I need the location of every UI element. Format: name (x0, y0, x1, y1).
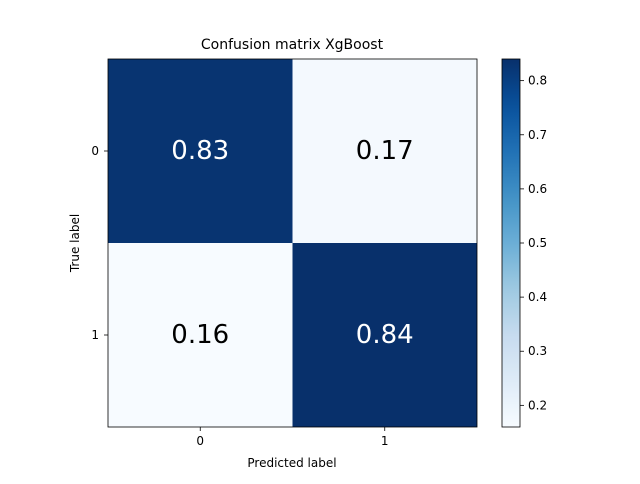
x-tick-label: 1 (381, 434, 389, 448)
heatmap-cell-label: 0.84 (356, 320, 414, 350)
heatmap-cell (292, 243, 477, 427)
colorbar-tick-label: 0.3 (528, 344, 547, 358)
heatmap-cell (292, 59, 477, 243)
colorbar-tick-label: 0.5 (528, 236, 547, 250)
colorbar-gradient (501, 58, 521, 428)
y-tick-label: 0 (91, 144, 99, 158)
y-axis-label: True label (68, 214, 82, 273)
colorbar: 0.2 0.3 0.4 0.5 0.6 0.7 0.8 (501, 58, 547, 428)
x-tick-label: 0 (196, 434, 204, 448)
x-axis-label: Predicted label (247, 456, 336, 470)
y-axis-ticks: 01 (91, 144, 108, 342)
colorbar-tick-label: 0.8 (528, 74, 547, 88)
heatmap-cells (107, 58, 478, 428)
colorbar-tick-label: 0.7 (528, 128, 547, 142)
heatmap-cell-labels: 0.83 0.17 0.16 0.84 (171, 136, 413, 350)
colorbar-tick-label: 0.6 (528, 182, 547, 196)
chart-title: Confusion matrix XgBoost (201, 37, 384, 53)
heatmap-cell (108, 243, 293, 427)
colorbar-tick-label: 0.4 (528, 290, 547, 304)
heatmap-cell-label: 0.17 (356, 136, 414, 166)
heatmap-cell-label: 0.83 (171, 136, 229, 166)
heatmap-cell-label: 0.16 (171, 320, 229, 350)
y-tick-label: 1 (91, 328, 99, 342)
heatmap-cell (108, 59, 293, 243)
plot-frame (107, 58, 478, 428)
colorbar-tick-label: 0.2 (528, 398, 547, 412)
